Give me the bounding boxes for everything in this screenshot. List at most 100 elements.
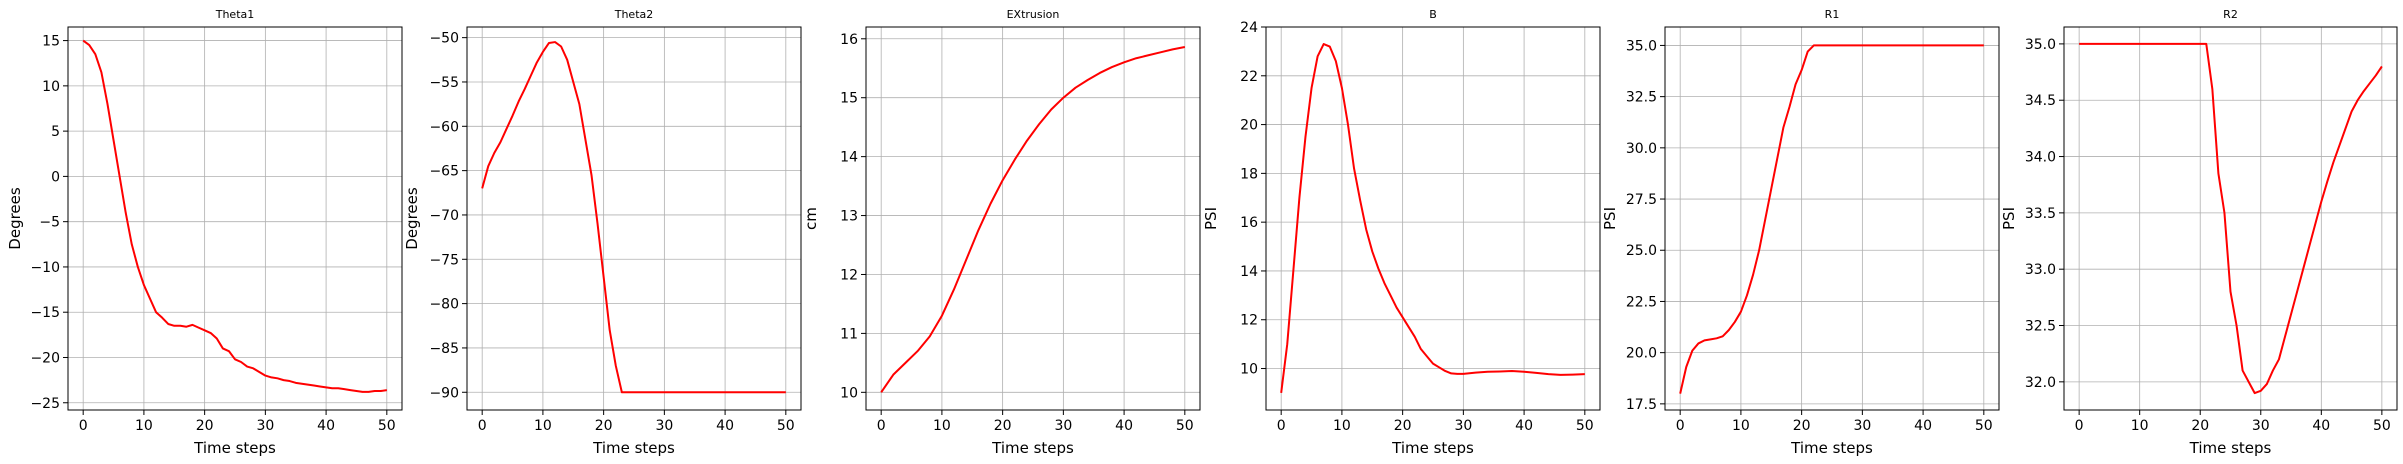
y-tick-label: 17.5 [1626, 397, 1657, 413]
y-tick-label: 22.5 [1626, 294, 1657, 310]
x-tick-label: 0 [1277, 418, 1286, 434]
x-tick-label: 10 [933, 418, 951, 434]
chart-title: R2 [2223, 8, 2238, 21]
chart-title: B [1429, 8, 1437, 21]
y-tick-label: 10 [42, 79, 60, 95]
x-tick-label: 50 [1576, 418, 1594, 434]
y-tick-label: 34.0 [2025, 150, 2056, 166]
x-tick-label: 30 [1454, 418, 1472, 434]
y-axis-label: Degrees [6, 187, 24, 250]
chart-panel-6: 0 10 20 30 40 50 32.0 32.5 33.0 33.5 34.0 34.5 35.0 R… [2000, 8, 2398, 457]
y-tick-label: −80 [429, 297, 459, 313]
y-tick-label: 20.0 [1626, 346, 1657, 362]
plot-frame [67, 26, 403, 411]
y-tick-label: −50 [429, 31, 459, 47]
series-line [1679, 44, 1984, 394]
x-tick-label: 0 [478, 418, 487, 434]
series-line [82, 39, 387, 393]
y-tick-label: −65 [429, 164, 459, 180]
series-line [2079, 42, 2383, 395]
y-tick-label: 35.0 [1626, 38, 1657, 54]
y-tick-label: 16 [1240, 215, 1258, 231]
plot-frame [466, 26, 802, 411]
y-tick-label: 10 [840, 385, 858, 401]
x-tick-label: 50 [1975, 418, 1993, 434]
x-tick-label: 40 [317, 418, 335, 434]
plot-frame [2063, 26, 2398, 411]
plot-frame [1664, 26, 2000, 411]
y-tick-label: 5 [51, 124, 60, 140]
y-tick-label: −90 [429, 385, 459, 401]
y-tick-label: 24 [1240, 20, 1258, 36]
x-axis-label: Time steps [193, 439, 276, 457]
x-tick-label: 20 [1793, 418, 1811, 434]
x-tick-label: 0 [877, 418, 886, 434]
x-tick-label: 30 [1853, 418, 1871, 434]
x-axis-label: Time steps [2189, 439, 2272, 457]
y-axis-label: PSI [2000, 207, 2018, 230]
y-tick-label: 13 [840, 209, 858, 225]
y-tick-label: 32.5 [1626, 90, 1657, 106]
y-tick-label: 33.0 [2025, 262, 2056, 278]
y-tick-label: 15 [840, 91, 858, 107]
x-tick-label: 10 [2131, 418, 2149, 434]
y-tick-label: 32.5 [2025, 319, 2056, 335]
y-axis-label: cm [802, 207, 820, 230]
y-tick-label: 0 [51, 169, 60, 185]
chart-title: EXtrusion [1007, 8, 1060, 21]
y-axis-label: PSI [1202, 207, 1220, 230]
y-tick-label: 16 [840, 32, 858, 48]
y-tick-label: 25.0 [1626, 243, 1657, 259]
y-tick-label: 33.5 [2025, 206, 2056, 222]
x-tick-label: 30 [1054, 418, 1072, 434]
chart-panel-3: 0 10 20 30 40 50 10 11 12 13 14 15 16 EXtrusion Time s… [802, 8, 1201, 457]
x-tick-label: 40 [1115, 418, 1133, 434]
y-tick-label: 10 [1240, 362, 1258, 378]
x-tick-label: 20 [1394, 418, 1412, 434]
x-tick-label: 30 [655, 418, 673, 434]
y-tick-label: −75 [429, 252, 459, 268]
chart-panel-4: 0 10 20 30 40 50 10 12 14 16 18 20 22 24 B Time steps PS… [1202, 8, 1601, 457]
x-tick-label: 30 [2252, 418, 2270, 434]
x-tick-label: 20 [595, 418, 613, 434]
x-tick-label: 10 [135, 418, 153, 434]
x-tick-label: 40 [1515, 418, 1533, 434]
x-tick-label: 50 [2373, 418, 2391, 434]
y-tick-label: 32.0 [2025, 375, 2056, 391]
series-line [481, 41, 786, 394]
x-tick-label: 10 [534, 418, 552, 434]
plot-frame [865, 26, 1201, 411]
y-tick-label: 20 [1240, 118, 1258, 134]
x-tick-label: 40 [1914, 418, 1932, 434]
x-tick-label: 0 [2075, 418, 2084, 434]
y-tick-label: 14 [840, 150, 858, 166]
y-tick-label: −55 [429, 75, 459, 91]
y-tick-label: −70 [429, 208, 459, 224]
x-tick-label: 20 [2191, 418, 2209, 434]
x-tick-label: 50 [777, 418, 795, 434]
y-tick-label: 22 [1240, 69, 1258, 85]
y-tick-label: 15 [42, 34, 60, 50]
y-tick-label: −85 [429, 341, 459, 357]
series-line [1280, 43, 1585, 394]
x-tick-label: 50 [378, 418, 396, 434]
x-tick-label: 40 [716, 418, 734, 434]
plot-frame [1265, 26, 1601, 411]
y-tick-label: 18 [1240, 166, 1258, 182]
x-tick-label: 0 [79, 418, 88, 434]
y-tick-label: 11 [840, 326, 858, 342]
y-tick-label: 34.5 [2025, 93, 2056, 109]
y-tick-label: 12 [840, 267, 858, 283]
chart-title: Theta1 [215, 8, 255, 21]
y-tick-label: 30.0 [1626, 141, 1657, 157]
chart-title: R1 [1825, 8, 1840, 21]
y-axis-label: Degrees [403, 187, 421, 250]
series-line [880, 46, 1186, 393]
chart-panel-2: 0 10 20 30 40 50 −90 −85 −80 −75 −70 −65 −60 −55 −50 Th… [403, 8, 802, 457]
y-tick-label: 35.0 [2025, 37, 2056, 53]
y-tick-label: −20 [30, 350, 60, 366]
x-tick-label: 10 [1333, 418, 1351, 434]
x-axis-label: Time steps [1391, 439, 1474, 457]
x-tick-label: 30 [256, 418, 274, 434]
